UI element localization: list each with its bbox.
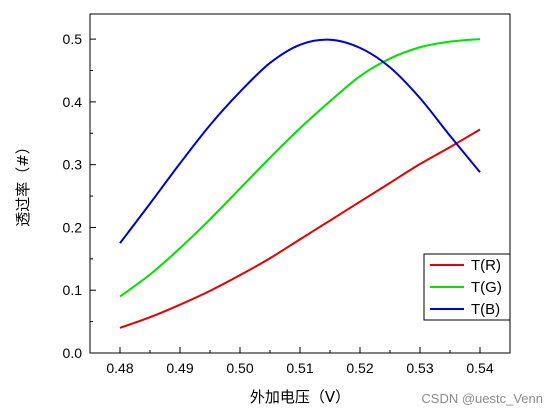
x-tick-label: 0.52 xyxy=(346,360,373,376)
series-line-tg xyxy=(119,38,481,298)
x-tick-label: 0.53 xyxy=(406,360,433,376)
y-axis-ticks: 0.0 0.1 0.2 0.3 0.4 0.5 xyxy=(63,31,96,361)
y-tick-label: 0.1 xyxy=(63,282,83,298)
x-axis-label: 外加电压（V） xyxy=(250,388,350,406)
series-lines xyxy=(119,38,481,329)
legend-label: T(R) xyxy=(471,257,501,274)
x-tick-label: 0.51 xyxy=(286,360,313,376)
legend: T(R) T(G) T(B) xyxy=(423,253,511,321)
x-tick-label: 0.50 xyxy=(226,360,253,376)
x-tick-label: 0.48 xyxy=(106,360,133,376)
series-line-tr xyxy=(119,128,481,329)
y-tick-label: 0.0 xyxy=(63,345,83,361)
y-tick-label: 0.5 xyxy=(63,31,83,47)
x-axis-ticks: 0.48 0.49 0.50 0.51 0.52 0.53 0.54 xyxy=(106,347,494,376)
x-tick-label: 0.49 xyxy=(166,360,193,376)
watermark: CSDN @uestc_Venn xyxy=(421,391,543,406)
y-axis-label: 透过率（#） xyxy=(14,139,32,227)
series-line-tb xyxy=(119,38,481,244)
y-tick-label: 0.3 xyxy=(63,157,83,173)
x-tick-label: 0.54 xyxy=(466,360,493,376)
y-tick-label: 0.4 xyxy=(63,94,83,110)
legend-label: T(G) xyxy=(471,279,502,296)
y-tick-label: 0.2 xyxy=(63,219,83,235)
legend-label: T(B) xyxy=(471,301,500,318)
